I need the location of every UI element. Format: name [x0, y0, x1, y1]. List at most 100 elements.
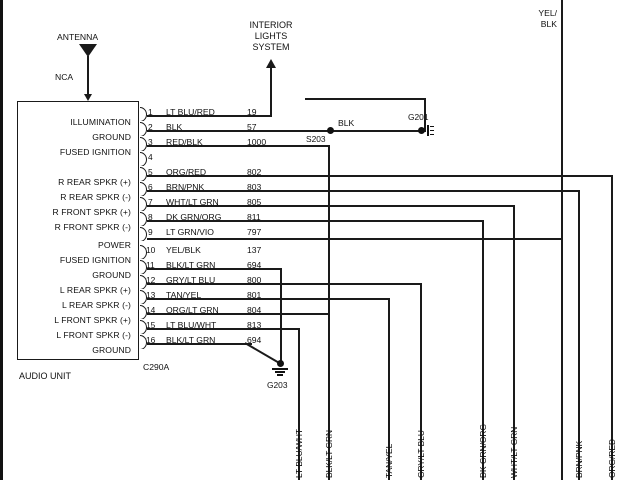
pin-number-4: 4: [148, 152, 153, 162]
pin-number-10: 10: [146, 245, 156, 255]
wire-vert-pin-6: [578, 190, 580, 480]
wire-run-pin-8: [147, 220, 484, 222]
pin-number-13: 13: [146, 290, 156, 300]
pin-circuit-12: 800: [247, 275, 262, 285]
pin-bracket-5: [139, 166, 147, 181]
pin-bracket-6: [139, 181, 147, 196]
pin-circuit-16: 694: [247, 335, 262, 345]
bottom-wire-label-tan-yel: TAN/YEL: [384, 443, 394, 478]
antenna-arrow-icon: [84, 94, 92, 101]
wire-vert-pin-13: [388, 298, 390, 480]
wire-run-pin-15: [147, 328, 300, 330]
pin-circuit-15: 813: [247, 320, 262, 330]
wire-vert-pin-3: [328, 145, 330, 480]
wire-diagonal-pin-16: [244, 342, 282, 365]
ground-g201-hatch-1: [430, 126, 434, 127]
pin-wire-7: WHT/LT GRN: [166, 197, 219, 207]
wire-run-pin-5: [147, 175, 613, 177]
pin-function-8: R FRONT SPKR (-): [54, 222, 131, 232]
pin-wire-16: BLK/LT GRN: [166, 335, 216, 345]
ground-g201-hatch-2: [430, 130, 434, 131]
ground-g201-hatch-3: [430, 134, 434, 135]
pin-function-3: FUSED IGNITION: [59, 147, 131, 157]
pin-wire-1: LT BLU/RED: [166, 107, 215, 117]
pin-number-2: 2: [148, 122, 153, 132]
wire-run-pin-2: [147, 130, 424, 132]
pin-number-6: 6: [148, 182, 153, 192]
yel-blk-line-2: BLK: [540, 19, 557, 29]
splice-s203-wire-label: BLK: [338, 118, 355, 128]
yel-blk-label: YEL/ BLK: [531, 8, 557, 30]
pin-function-1: ILLUMINATION: [70, 117, 131, 127]
audio-unit-title: AUDIO UNIT: [19, 371, 72, 381]
pin-circuit-3: 1000: [247, 137, 267, 147]
pin-bracket-9: [139, 226, 147, 241]
pin-function-16: GROUND: [92, 345, 131, 355]
wire-run-pin-1: [147, 115, 272, 117]
pin-function-6: R REAR SPKR (-): [60, 192, 131, 202]
interior-lights-line-2: LIGHTS: [254, 31, 288, 41]
pin-bracket-4: [139, 151, 147, 166]
bottom-wire-label-lt-blu-wht: LT BLU/WHT: [294, 428, 304, 478]
pin-function-15: L FRONT SPKR (-): [56, 330, 131, 340]
pin-number-15: 15: [146, 320, 156, 330]
interior-lights-feed-line: [270, 68, 272, 114]
pin-number-8: 8: [148, 212, 153, 222]
ground-g203-bar-1: [272, 368, 288, 370]
wire-run-pin-9: [147, 238, 563, 240]
bottom-wire-label-org-red: ORG/RED: [607, 438, 617, 478]
pin-function-9: POWER: [98, 240, 131, 250]
bottom-wire-label-wht-lt-grn: WHT/LT GRN: [509, 426, 519, 478]
pin-number-9: 9: [148, 227, 153, 237]
pin-wire-14: ORG/LT GRN: [166, 305, 219, 315]
pin-bracket-2: [139, 121, 147, 136]
pin-wire-5: ORG/RED: [166, 167, 207, 177]
pin-function-7: R FRONT SPKR (+): [52, 207, 131, 217]
wire-run-pin-6: [147, 190, 580, 192]
bottom-wire-label-brn-pnk: BRN/PNK: [574, 440, 584, 478]
pin-function-12: L REAR SPKR (+): [59, 285, 131, 295]
pin-number-5: 5: [148, 167, 153, 177]
antenna-wire-line: [87, 56, 89, 96]
ground-g201-bar-icon: [427, 125, 429, 136]
wire-run-pin-11: [147, 268, 282, 270]
wire-run-pin-7: [147, 205, 515, 207]
pin-circuit-7: 805: [247, 197, 262, 207]
pin-wire-9: LT GRN/VIO: [166, 227, 214, 237]
pin-circuit-9: 797: [247, 227, 262, 237]
pin-wire-13: TAN/YEL: [166, 290, 202, 300]
ground-g203-bar-2: [275, 371, 285, 373]
pin-function-14: L FRONT SPKR (+): [54, 315, 131, 325]
bottom-wire-label-gry-lt-blu: GRY/LT BLU: [416, 430, 426, 478]
wire-vert-pin-1: [270, 114, 272, 116]
pin-wire-8: DK GRN/ORG: [166, 212, 222, 222]
wire-vert-pin-15: [298, 328, 300, 480]
yel-blk-line-1: YEL/: [538, 8, 557, 18]
pin-bracket-7: [139, 196, 147, 211]
pin-wire-12: GRY/LT BLU: [166, 275, 216, 285]
wire-vert-pin-14: [328, 313, 330, 480]
pin-wire-15: LT BLU/WHT: [166, 320, 217, 330]
connector-id-label: C290A: [143, 362, 170, 372]
bottom-wire-label-blk-lt-grn: BLK/LT GRN: [324, 429, 334, 478]
pin-bracket-1: [139, 106, 147, 121]
pin-bracket-8: [139, 211, 147, 226]
pin-circuit-11: 694: [247, 260, 262, 270]
wire-run-pin-2-top: [305, 98, 426, 100]
pin-function-5: R REAR SPKR (+): [58, 177, 131, 187]
ground-g201-dot: [418, 127, 425, 134]
pin-bracket-3: [139, 136, 147, 151]
pin-number-7: 7: [148, 197, 153, 207]
wire-run-pin-3: [147, 145, 330, 147]
wire-vert-pin-8: [482, 220, 484, 480]
pin-function-11: GROUND: [92, 270, 131, 280]
page-edge-rule: [0, 0, 3, 480]
ground-g203-bar-3: [277, 374, 283, 376]
wire-run-pin-14: [147, 313, 330, 315]
pin-wire-6: BRN/PNK: [166, 182, 205, 192]
pin-circuit-6: 803: [247, 182, 262, 192]
pin-circuit-2: 57: [247, 122, 257, 132]
pin-number-16: 16: [146, 335, 156, 345]
wire-vert-yel-blk-trunk: [561, 0, 563, 480]
